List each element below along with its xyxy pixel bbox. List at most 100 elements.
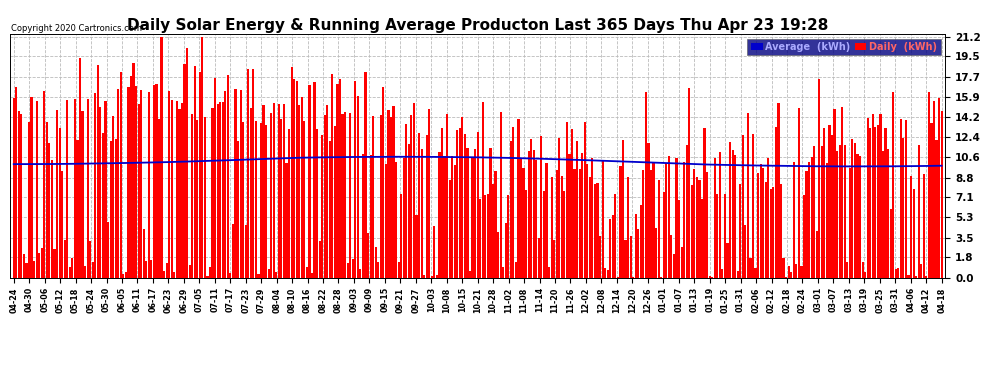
Bar (36, 101, 38, 278)
Bar (423, 275, 426, 278)
Bar (235, 89, 237, 278)
Bar (686, 145, 688, 278)
Bar (586, 164, 588, 278)
Bar (882, 151, 884, 278)
Bar (267, 269, 269, 278)
Bar (701, 199, 703, 278)
Bar (525, 190, 528, 278)
Bar (926, 276, 928, 278)
Bar (28, 122, 30, 278)
Bar (821, 146, 823, 278)
Bar (688, 88, 690, 278)
Bar (808, 162, 810, 278)
Bar (729, 142, 732, 278)
Bar (563, 191, 565, 278)
Bar (428, 109, 431, 278)
Bar (204, 117, 206, 278)
Bar (627, 177, 630, 278)
Bar (158, 119, 160, 278)
Bar (112, 116, 114, 278)
Bar (913, 189, 915, 278)
Bar (698, 180, 701, 278)
Bar (538, 238, 540, 278)
Bar (178, 109, 180, 278)
Bar (591, 158, 593, 278)
Bar (439, 152, 441, 278)
Bar (900, 119, 902, 278)
Bar (604, 268, 606, 278)
Bar (704, 128, 706, 278)
Bar (68, 267, 71, 278)
Bar (933, 101, 936, 278)
Bar (764, 182, 767, 278)
Bar (622, 140, 624, 278)
Bar (243, 122, 245, 278)
Bar (558, 138, 560, 278)
Bar (555, 170, 557, 278)
Bar (890, 209, 892, 278)
Bar (722, 269, 724, 278)
Bar (816, 231, 818, 278)
Bar (214, 78, 216, 278)
Bar (826, 163, 828, 278)
Bar (782, 258, 785, 278)
Bar (270, 113, 272, 278)
Bar (834, 109, 836, 278)
Bar (709, 276, 711, 278)
Bar (553, 240, 555, 278)
Bar (466, 148, 468, 278)
Bar (489, 148, 491, 278)
Bar (614, 194, 617, 278)
Bar (130, 76, 132, 278)
Bar (800, 266, 803, 278)
Bar (749, 258, 751, 278)
Bar (260, 123, 262, 278)
Bar (665, 163, 667, 278)
Bar (861, 262, 863, 278)
Bar (416, 215, 418, 278)
Bar (76, 140, 78, 278)
Bar (367, 233, 369, 278)
Bar (99, 107, 102, 278)
Bar (319, 241, 321, 278)
Bar (191, 114, 193, 278)
Bar (160, 37, 162, 278)
Bar (332, 74, 334, 278)
Bar (762, 168, 764, 278)
Bar (58, 128, 60, 278)
Bar (673, 254, 675, 278)
Bar (50, 160, 53, 278)
Bar (915, 276, 917, 278)
Bar (410, 115, 413, 278)
Bar (550, 177, 552, 278)
Bar (584, 122, 586, 278)
Bar (660, 277, 662, 278)
Bar (66, 100, 68, 278)
Bar (492, 184, 494, 278)
Bar (262, 105, 264, 278)
Bar (196, 120, 198, 278)
Bar (683, 162, 685, 278)
Bar (474, 148, 476, 278)
Bar (141, 90, 143, 278)
Bar (836, 151, 839, 278)
Bar (620, 166, 622, 278)
Bar (125, 272, 127, 278)
Bar (170, 100, 173, 278)
Bar (573, 169, 575, 278)
Bar (71, 258, 73, 278)
Bar (458, 128, 461, 278)
Bar (829, 124, 831, 278)
Bar (20, 114, 23, 278)
Text: Copyright 2020 Cartronics.com: Copyright 2020 Cartronics.com (11, 24, 142, 33)
Bar (877, 125, 879, 278)
Bar (354, 81, 356, 278)
Bar (61, 171, 63, 278)
Bar (719, 152, 721, 278)
Bar (530, 139, 533, 278)
Bar (790, 272, 792, 278)
Bar (895, 269, 897, 278)
Bar (426, 135, 428, 278)
Bar (706, 172, 708, 278)
Bar (938, 98, 940, 278)
